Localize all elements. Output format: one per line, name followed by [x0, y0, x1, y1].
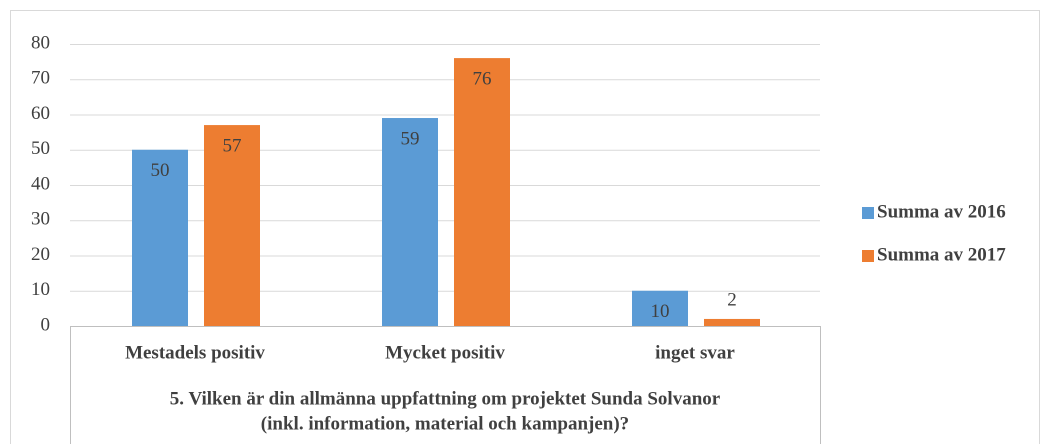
- y-tick-label: 20: [31, 244, 50, 265]
- x-tick-label: Mycket positiv: [385, 342, 505, 363]
- bar: [204, 125, 260, 326]
- bar: [454, 58, 510, 326]
- y-tick-label: 30: [31, 209, 50, 230]
- legend-swatch: [862, 207, 874, 219]
- bar: [382, 118, 438, 327]
- bar: [632, 290, 688, 326]
- legend-label: Summa av 2016: [877, 201, 1006, 222]
- y-tick-label: 0: [41, 314, 51, 335]
- data-label: 10: [651, 301, 670, 322]
- legend-swatch: [862, 250, 874, 262]
- y-tick-label: 50: [31, 138, 50, 159]
- x-tick-label: inget svar: [655, 342, 735, 363]
- x-tick-label: Mestadels positiv: [125, 342, 265, 363]
- data-label: 59: [401, 128, 420, 149]
- data-label: 2: [727, 289, 737, 310]
- y-tick-label: 60: [31, 103, 50, 124]
- y-tick-label: 70: [31, 68, 50, 89]
- bar: [704, 318, 760, 326]
- y-tick-label: 10: [31, 279, 50, 300]
- data-label: 57: [223, 135, 242, 156]
- data-label: 76: [473, 68, 492, 89]
- x-axis-title: 5. Vilken är din allmänna uppfattning om…: [170, 388, 721, 409]
- data-label: 50: [151, 160, 170, 181]
- legend-label: Summa av 2017: [877, 244, 1006, 265]
- y-tick-label: 40: [31, 173, 50, 194]
- bar: [132, 149, 188, 326]
- x-axis-title: (inkl. information, material och kampanj…: [261, 413, 629, 434]
- y-tick-label: 80: [31, 32, 50, 53]
